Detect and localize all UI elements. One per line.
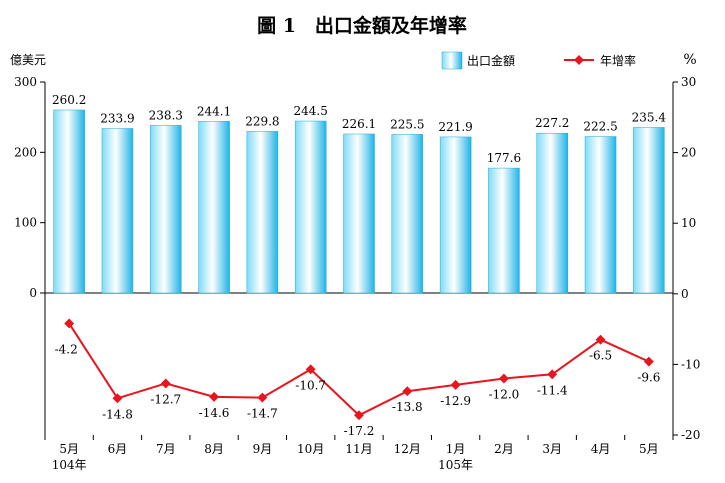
bar-value-label: 238.3	[149, 108, 183, 122]
legend: 出口金額 年增率	[441, 51, 636, 70]
growth-rate-marker	[450, 379, 461, 390]
bar-value-label: 229.8	[245, 114, 279, 128]
growth-rate-label: -14.6	[199, 406, 230, 420]
left-axis-unit: 億美元	[10, 53, 46, 67]
bar-value-label: 260.2	[52, 93, 86, 107]
right-tick-label: 20	[681, 146, 696, 160]
growth-rate-marker	[595, 334, 606, 345]
left-tick-label: 300	[14, 75, 37, 89]
category-label: 2月	[494, 442, 514, 456]
category-label: 3月	[542, 442, 562, 456]
export-bar	[391, 134, 424, 294]
bar-value-label: 244.1	[197, 104, 231, 118]
category-label: 10月	[297, 442, 324, 456]
export-bar	[198, 121, 230, 294]
growth-rate-marker	[209, 391, 220, 402]
category-label: 4月	[591, 442, 611, 456]
export-bar	[294, 120, 327, 294]
category-label: 5月	[59, 442, 79, 456]
bar-value-label: 235.4	[632, 110, 667, 124]
plot-area: 0 100 200 300 -20 -10 0 10 20 30 260.2 233.9 238.3 24…	[14, 75, 700, 472]
bar-value-label: 244.5	[294, 104, 328, 118]
category-label: 11月	[345, 442, 372, 456]
export-bar	[633, 127, 665, 294]
bar-value-label: 227.2	[535, 116, 569, 130]
growth-rate-label: -4.2	[55, 342, 78, 356]
export-bar	[488, 167, 520, 294]
legend-line-marker	[574, 55, 584, 65]
right-tick-label: -10	[681, 357, 700, 371]
category-label: 5月	[639, 442, 659, 456]
export-bar	[53, 109, 85, 294]
growth-rate-label: -14.8	[102, 407, 133, 421]
growth-rate-marker	[402, 386, 413, 397]
legend-bar-swatch	[441, 51, 463, 70]
growth-rate-marker	[547, 369, 558, 380]
left-tick-label: 0	[29, 286, 37, 300]
right-tick-label: -20	[681, 428, 700, 442]
growth-rate-label: -13.8	[392, 400, 423, 414]
category-label: 8月	[204, 442, 224, 456]
category-label: 12月	[394, 442, 421, 456]
bar-value-label: 222.5	[583, 120, 617, 134]
growth-rate-label: -9.6	[637, 371, 660, 385]
growth-rate-label: -11.4	[537, 383, 568, 397]
export-bar	[439, 136, 472, 294]
growth-rate-label: -17.2	[344, 424, 375, 438]
category-label: 9月	[253, 442, 273, 456]
growth-rate-marker	[354, 410, 364, 421]
growth-rate-label: -12.0	[489, 388, 520, 402]
export-bar	[101, 128, 134, 294]
left-tick-label: 200	[14, 145, 37, 159]
growth-rate-label: -6.5	[589, 349, 612, 363]
export-bar	[246, 131, 279, 294]
category-label: 6月	[108, 442, 128, 456]
growth-rate-label: -12.9	[440, 394, 471, 408]
left-tick-label: 100	[14, 216, 37, 230]
category-label: 7月	[156, 442, 176, 456]
bar-value-label: 226.1	[342, 117, 376, 131]
growth-rate-marker	[257, 392, 268, 403]
growth-rate-marker	[498, 373, 509, 384]
year-label: 105年	[438, 458, 473, 472]
bar-value-label: 221.9	[438, 120, 472, 134]
export-bar	[536, 132, 568, 294]
growth-rate-marker	[643, 356, 654, 367]
growth-rate-label: -14.7	[247, 407, 278, 421]
right-tick-label: 30	[681, 75, 696, 89]
right-tick-label: 0	[681, 287, 689, 301]
export-bar	[584, 136, 617, 294]
right-tick-label: 10	[681, 216, 696, 230]
growth-rate-marker	[64, 318, 75, 329]
legend-line-label: 年增率	[600, 53, 636, 68]
bar-value-label: 225.5	[390, 117, 424, 131]
growth-rate-label: -12.7	[150, 392, 181, 406]
legend-bar-label: 出口金額	[467, 53, 515, 68]
growth-rate-label: -10.7	[295, 378, 326, 392]
category-label: 1月	[446, 442, 466, 456]
growth-rate-marker	[112, 393, 123, 404]
export-bar	[150, 125, 182, 294]
chart-title: 圖 1 出口金額及年增率	[257, 14, 467, 37]
bar-value-label: 177.6	[487, 151, 521, 165]
right-axis-unit: %	[683, 52, 696, 68]
growth-rate-marker	[160, 378, 171, 389]
bar-value-label: 233.9	[100, 111, 134, 125]
growth-rate-marker	[305, 364, 316, 375]
export-bar	[343, 133, 375, 294]
year-label: 104年	[52, 458, 87, 472]
